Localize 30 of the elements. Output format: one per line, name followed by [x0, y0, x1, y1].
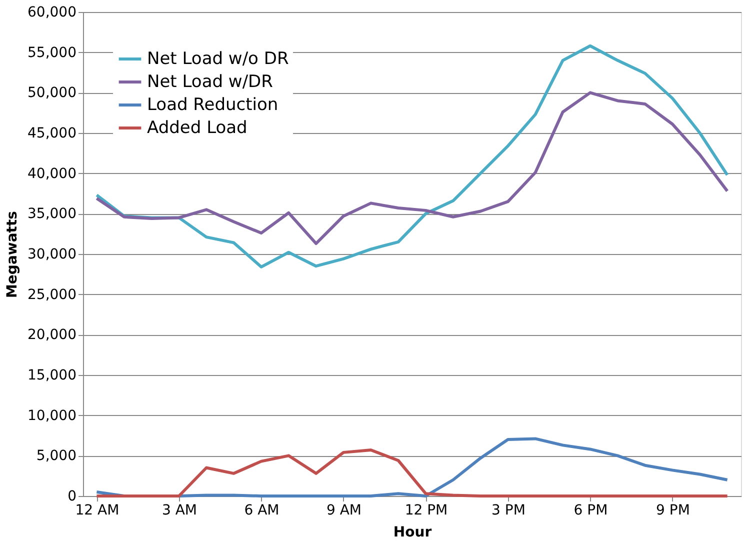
x-tick-label: 6 AM	[244, 502, 280, 518]
y-tick-label: 25,000	[28, 286, 76, 303]
x-tick-label: 9 PM	[656, 502, 690, 518]
y-tick-label: 40,000	[28, 166, 76, 182]
y-tick-label: 60,000	[28, 4, 76, 20]
x-axis-title: Hour	[393, 524, 432, 540]
legend-label: Net Load w/DR	[147, 72, 274, 92]
y-axis-title: Megawatts	[4, 211, 21, 298]
y-tick-label: 15,000	[28, 368, 76, 384]
y-tick-label: 5,000	[36, 448, 76, 464]
y-tick-label: 20,000	[28, 327, 76, 344]
y-tick-label: 50,000	[28, 85, 76, 102]
x-tick-label: 9 AM	[326, 502, 362, 518]
x-tick-label: 3 AM	[162, 502, 197, 518]
line-series	[95, 91, 729, 246]
x-tick-label: 12 AM	[75, 502, 120, 518]
y-tick-label: 10,000	[28, 408, 76, 424]
legend-label: Load Reduction	[147, 95, 278, 115]
line-series	[95, 44, 729, 268]
y-tick-label: 30,000	[28, 246, 76, 262]
y-tick-label: 0	[68, 488, 76, 504]
x-tick-label: 12 PM	[404, 502, 448, 518]
legend-label: Added Load	[147, 118, 248, 138]
x-tick-label: 3 PM	[492, 502, 526, 518]
line-series	[95, 448, 729, 498]
y-tick-label: 55,000	[28, 44, 76, 61]
legend-label: Net Load w/o DR	[147, 49, 289, 69]
y-tick-label: 45,000	[28, 126, 76, 142]
y-tick-label: 35,000	[28, 206, 76, 222]
x-tick-label: 6 PM	[574, 502, 608, 518]
